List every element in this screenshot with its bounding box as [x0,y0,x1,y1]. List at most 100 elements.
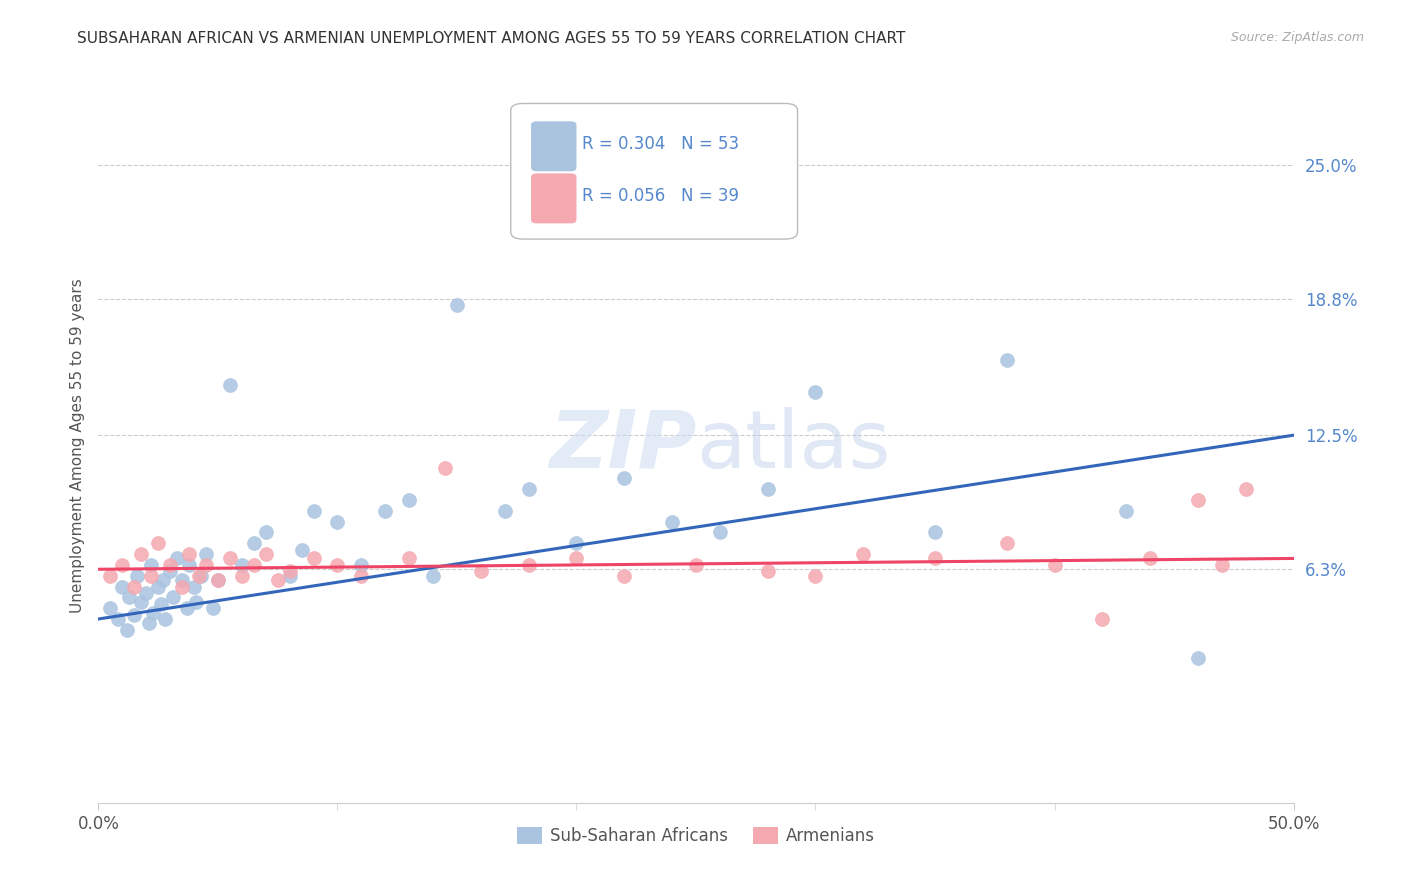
Point [172,580,194,594]
Point [162,591,184,605]
Point [661,515,683,529]
Point [565,536,588,550]
Point [756,565,779,579]
Point [166,551,188,566]
Point [139,558,162,572]
Point [125,568,148,582]
Point [434,460,457,475]
Point [131,547,153,561]
FancyBboxPatch shape [531,121,576,171]
Point [267,573,290,587]
Point [190,568,212,582]
Point [118,591,141,605]
Point [804,568,827,582]
Text: R = 0.304   N = 53: R = 0.304 N = 53 [582,136,740,153]
Text: SUBSAHARAN AFRICAN VS ARMENIAN UNEMPLOYMENT AMONG AGES 55 TO 59 YEARS CORRELATIO: SUBSAHARAN AFRICAN VS ARMENIAN UNEMPLOYM… [77,31,905,46]
Point [1187,493,1209,508]
Point [207,573,229,587]
Point [179,547,201,561]
Point [1091,612,1114,626]
Point [138,616,160,631]
Point [139,568,162,582]
Point [924,551,946,566]
Point [179,558,201,572]
Point [124,580,146,594]
Point [995,536,1018,550]
Point [1211,558,1233,572]
Point [350,558,373,572]
Point [231,568,253,582]
Point [176,601,198,615]
Point [1187,651,1209,665]
Point [852,547,875,561]
Point [202,601,225,615]
Point [207,573,229,587]
Point [195,547,218,561]
Point [613,471,636,485]
Point [709,525,731,540]
Text: ZIP: ZIP [548,407,696,485]
Point [115,623,138,637]
Point [183,580,205,594]
Point [565,551,588,566]
Point [98,568,122,582]
Point [756,482,779,496]
Point [302,551,325,566]
Point [243,536,266,550]
Point [1115,504,1137,518]
Point [924,525,946,540]
Point [254,547,277,561]
Point [219,378,242,392]
Point [195,558,218,572]
Point [142,606,165,620]
Point [374,504,396,518]
Point [124,607,146,622]
Point [155,612,177,626]
Point [398,493,420,508]
Point [111,580,134,594]
Legend: Sub-Saharan Africans, Armenians: Sub-Saharan Africans, Armenians [510,820,882,852]
FancyBboxPatch shape [531,173,576,223]
Point [1043,558,1066,572]
Point [470,565,492,579]
Point [231,558,253,572]
Text: Source: ZipAtlas.com: Source: ZipAtlas.com [1230,31,1364,45]
Point [517,482,540,496]
Point [172,573,194,587]
Point [254,525,277,540]
Point [326,558,349,572]
Point [107,612,129,626]
Point [187,568,209,582]
Point [278,568,301,582]
Point [149,597,172,611]
Point [613,568,636,582]
Point [422,568,444,582]
Y-axis label: Unemployment Among Ages 55 to 59 years: Unemployment Among Ages 55 to 59 years [69,278,84,614]
Point [1234,482,1257,496]
Point [98,601,122,615]
Point [302,504,325,518]
Point [152,573,174,587]
Point [148,536,170,550]
Point [685,558,707,572]
Point [326,515,349,529]
Text: R = 0.056   N = 39: R = 0.056 N = 39 [582,187,740,205]
Point [186,595,208,609]
Point [517,558,540,572]
Text: atlas: atlas [696,407,890,485]
Point [350,568,373,582]
Point [135,586,157,600]
Point [243,558,266,572]
Point [148,580,170,594]
Point [446,298,468,312]
Point [291,542,314,557]
Point [804,384,827,399]
FancyBboxPatch shape [510,103,797,239]
Point [131,595,153,609]
Point [494,504,516,518]
Point [159,558,181,572]
Point [159,565,181,579]
Point [398,551,420,566]
Point [995,352,1018,367]
Point [278,565,301,579]
